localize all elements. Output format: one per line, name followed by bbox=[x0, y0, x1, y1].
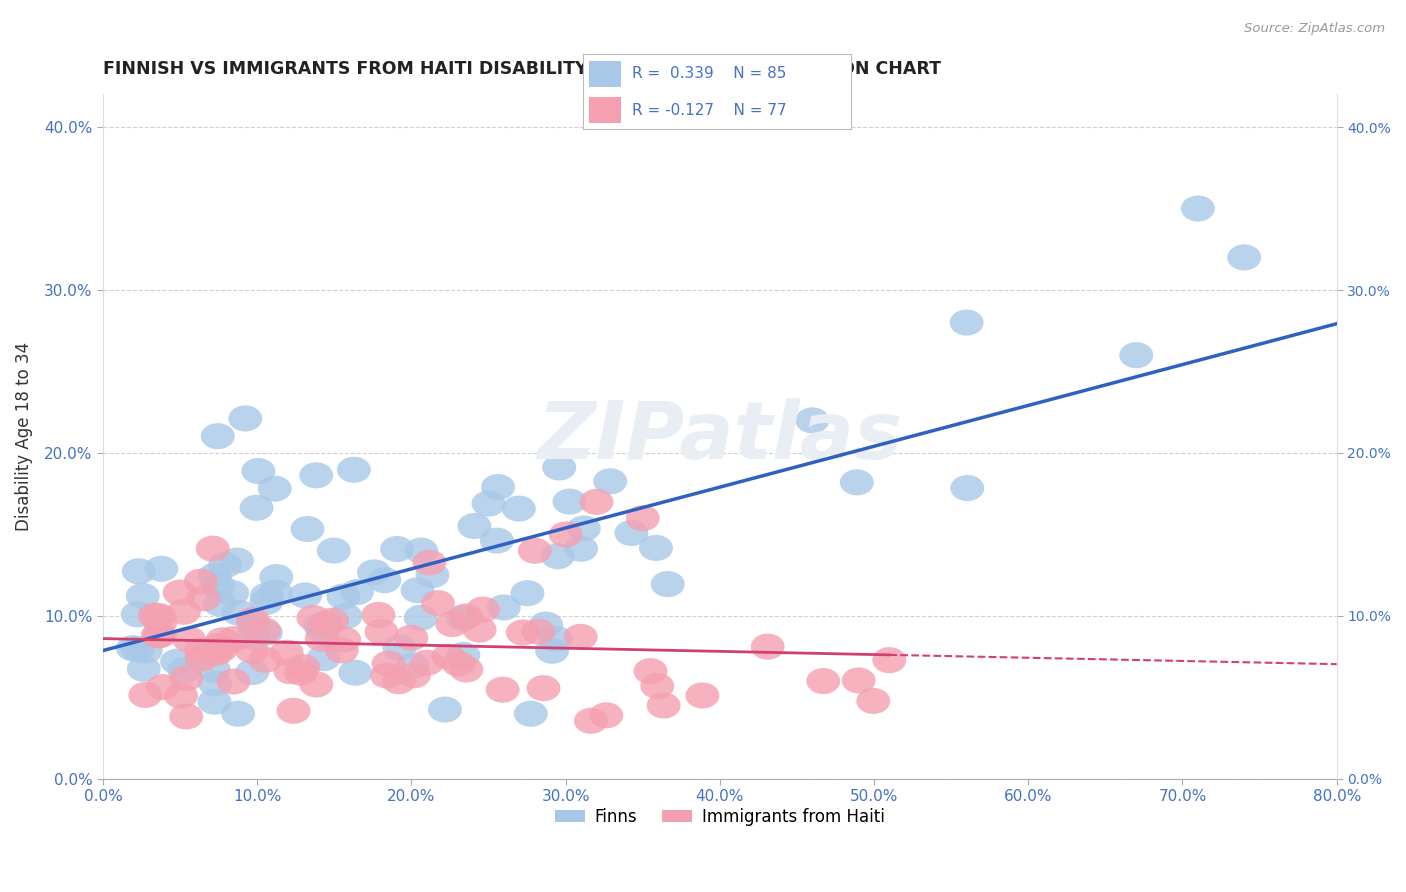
Text: R = -0.127    N = 77: R = -0.127 N = 77 bbox=[631, 103, 786, 118]
Text: ZIPatlas: ZIPatlas bbox=[537, 398, 903, 475]
Legend: Finns, Immigrants from Haiti: Finns, Immigrants from Haiti bbox=[548, 801, 891, 832]
Text: FINNISH VS IMMIGRANTS FROM HAITI DISABILITY AGE 18 TO 34 CORRELATION CHART: FINNISH VS IMMIGRANTS FROM HAITI DISABIL… bbox=[103, 60, 941, 78]
Y-axis label: Disability Age 18 to 34: Disability Age 18 to 34 bbox=[15, 343, 32, 532]
Text: Source: ZipAtlas.com: Source: ZipAtlas.com bbox=[1244, 22, 1385, 36]
Text: R =  0.339    N = 85: R = 0.339 N = 85 bbox=[631, 67, 786, 81]
FancyBboxPatch shape bbox=[589, 97, 621, 123]
FancyBboxPatch shape bbox=[589, 62, 621, 87]
